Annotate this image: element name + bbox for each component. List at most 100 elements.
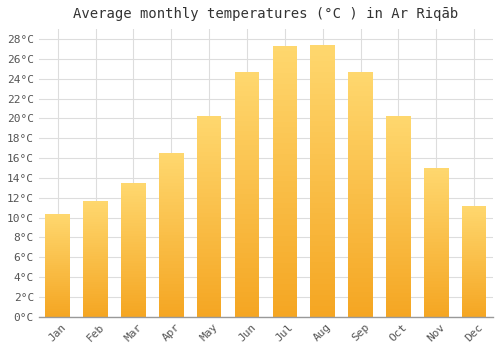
Bar xyxy=(272,116,297,122)
Bar xyxy=(272,187,297,192)
Bar xyxy=(46,298,70,300)
Bar xyxy=(424,275,448,278)
Bar xyxy=(272,290,297,295)
Bar xyxy=(159,218,184,222)
Bar xyxy=(84,252,108,254)
Bar xyxy=(121,290,146,293)
Bar xyxy=(386,233,410,237)
Bar xyxy=(234,233,260,238)
Bar xyxy=(386,297,410,301)
Bar xyxy=(197,257,222,261)
Bar xyxy=(462,310,486,312)
Bar xyxy=(272,170,297,176)
Bar xyxy=(348,214,373,219)
Bar xyxy=(272,133,297,138)
Bar xyxy=(462,237,486,239)
Bar xyxy=(348,155,373,160)
Bar xyxy=(46,282,70,284)
Bar xyxy=(348,229,373,233)
Bar xyxy=(234,219,260,224)
Bar xyxy=(424,201,448,204)
Bar xyxy=(234,170,260,175)
Bar xyxy=(159,304,184,307)
Bar xyxy=(386,148,410,153)
Bar xyxy=(272,144,297,149)
Bar xyxy=(462,226,486,228)
Bar xyxy=(159,241,184,245)
Bar xyxy=(234,194,260,199)
Bar xyxy=(234,82,260,86)
Bar xyxy=(121,303,146,306)
Bar xyxy=(272,246,297,252)
Bar xyxy=(348,72,373,77)
Bar xyxy=(197,140,222,145)
Bar xyxy=(310,154,335,159)
Bar xyxy=(386,204,410,209)
Bar xyxy=(234,243,260,248)
Bar xyxy=(234,214,260,219)
Bar xyxy=(386,209,410,212)
Bar xyxy=(84,284,108,287)
Bar xyxy=(159,314,184,317)
Bar xyxy=(310,89,335,94)
Bar xyxy=(386,184,410,189)
Bar xyxy=(159,169,184,173)
Bar xyxy=(424,174,448,177)
Bar xyxy=(272,51,297,57)
Bar xyxy=(197,237,222,241)
Bar xyxy=(348,135,373,140)
Bar xyxy=(348,165,373,170)
Bar xyxy=(159,290,184,294)
Bar xyxy=(84,275,108,277)
Bar xyxy=(84,268,108,270)
Bar xyxy=(310,262,335,268)
Bar xyxy=(121,276,146,279)
Bar xyxy=(46,253,70,255)
Bar xyxy=(234,155,260,160)
Bar xyxy=(348,131,373,135)
Bar xyxy=(197,233,222,237)
Bar xyxy=(462,215,486,217)
Bar xyxy=(84,240,108,243)
Bar xyxy=(272,225,297,230)
Bar xyxy=(234,282,260,287)
Bar xyxy=(386,160,410,164)
Bar xyxy=(197,253,222,257)
Bar xyxy=(46,251,70,253)
Bar xyxy=(84,236,108,238)
Bar xyxy=(46,307,70,309)
Bar xyxy=(46,302,70,304)
Bar xyxy=(272,160,297,165)
Bar xyxy=(424,278,448,281)
Bar xyxy=(424,293,448,296)
Bar xyxy=(272,273,297,279)
Bar xyxy=(310,284,335,289)
Bar xyxy=(159,307,184,310)
Bar xyxy=(121,250,146,252)
Bar xyxy=(159,300,184,304)
Bar xyxy=(424,296,448,299)
Bar xyxy=(386,189,410,192)
Bar xyxy=(272,68,297,73)
Bar xyxy=(424,308,448,311)
Bar xyxy=(234,224,260,229)
Bar xyxy=(348,116,373,121)
Bar xyxy=(424,183,448,186)
Bar xyxy=(348,224,373,229)
Bar xyxy=(84,201,108,203)
Bar xyxy=(386,220,410,225)
Bar xyxy=(159,294,184,297)
Bar xyxy=(159,278,184,281)
Bar xyxy=(424,192,448,195)
Bar xyxy=(84,308,108,310)
Bar xyxy=(386,285,410,289)
Bar xyxy=(46,263,70,265)
Bar xyxy=(121,188,146,191)
Bar xyxy=(84,254,108,257)
Bar xyxy=(84,243,108,245)
Bar xyxy=(348,160,373,165)
Bar xyxy=(84,238,108,240)
Bar xyxy=(424,311,448,314)
Bar xyxy=(348,278,373,282)
Bar xyxy=(121,298,146,301)
